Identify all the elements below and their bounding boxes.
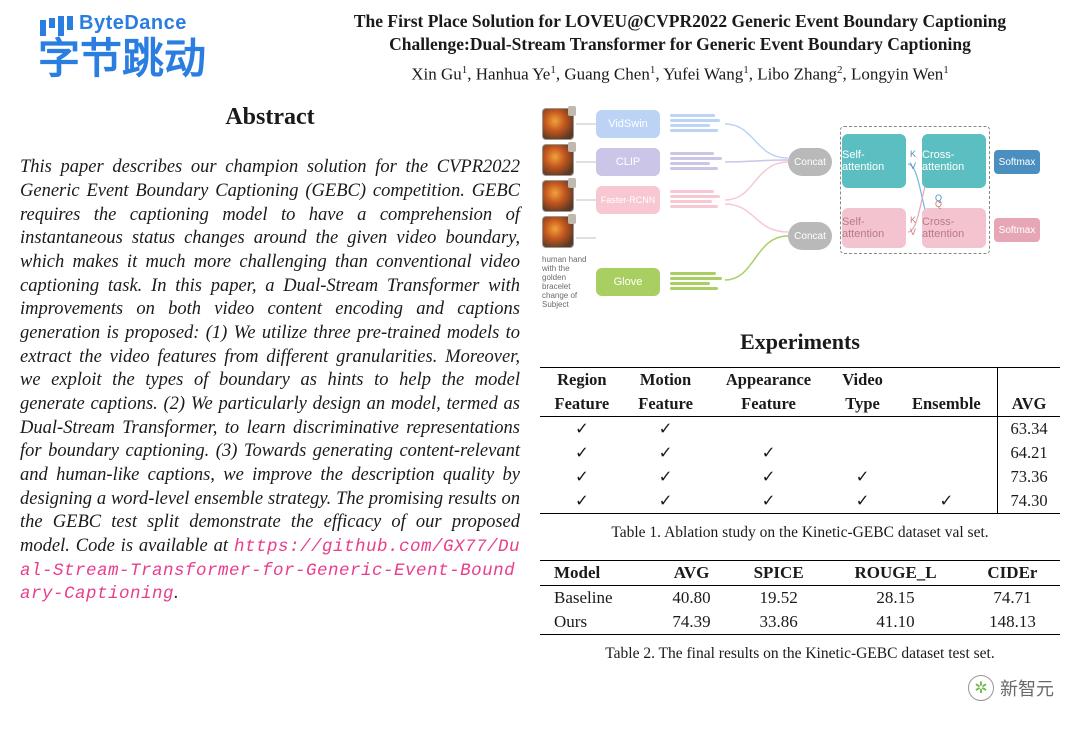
table1-caption: Table 1. Ablation study on the Kinetic-G… — [540, 524, 1060, 542]
kv-label-k2: K — [910, 216, 916, 226]
logo-text-cn: 字节跳动 — [38, 38, 300, 80]
softmax-bottom: Softmax — [994, 218, 1040, 242]
kv-label-k1: K — [910, 150, 916, 160]
video-frame-icon — [542, 144, 574, 176]
input-frames — [542, 108, 584, 252]
experiments-heading: Experiments — [540, 329, 1060, 355]
results-table: ModelAVGSPICEROUGE_LCIDEr Baseline40.801… — [540, 560, 1060, 635]
logo-bars-icon — [40, 10, 73, 36]
right-column: VidSwin CLIP Faster-RCNN Glove human han… — [540, 104, 1060, 681]
logo-text-en: ByteDance — [79, 12, 187, 35]
cross-attention-bottom: Cross-attention — [922, 208, 986, 248]
video-frame-icon — [542, 180, 574, 212]
kv-label-q2: Q — [935, 200, 942, 210]
block-rcnn: Faster-RCNN — [596, 186, 660, 214]
paper-title: The First Place Solution for LOVEU@CVPR2… — [300, 10, 1060, 56]
left-column: Abstract This paper describes our champi… — [20, 104, 520, 681]
block-vidswin: VidSwin — [596, 110, 660, 138]
features-vidswin — [670, 112, 725, 134]
kv-label-v2: V — [910, 228, 916, 238]
title-block: The First Place Solution for LOVEU@CVPR2… — [300, 10, 1060, 84]
authors-line: Xin Gu1, Hanhua Ye1, Guang Chen1, Yufei … — [300, 64, 1060, 85]
video-frame-icon — [542, 108, 574, 140]
block-clip: CLIP — [596, 148, 660, 176]
watermark-icon: ✲ — [968, 675, 994, 701]
features-rcnn — [670, 188, 725, 210]
block-glove: Glove — [596, 268, 660, 296]
self-attention-top: Self-attention — [842, 134, 906, 188]
abstract-heading: Abstract — [20, 104, 520, 131]
concat-bottom: Concat — [788, 222, 832, 250]
abstract-body: This paper describes our champion soluti… — [20, 156, 520, 606]
text-input-label-1: human hand with the golden bracelet — [542, 256, 590, 291]
cross-attention-top: Cross-attention — [922, 134, 986, 188]
table2-caption: Table 2. The final results on the Kineti… — [540, 645, 1060, 663]
watermark: ✲ 新智元 — [964, 673, 1058, 703]
ablation-table: RegionMotionAppearanceVideo FeatureFeatu… — [540, 367, 1060, 514]
features-glove — [670, 270, 725, 292]
watermark-text: 新智元 — [1000, 675, 1054, 701]
header: ByteDance 字节跳动 The First Place Solution … — [0, 0, 1080, 89]
kv-label-v1: V — [910, 162, 916, 172]
bytedance-logo: ByteDance 字节跳动 — [20, 10, 300, 80]
video-frame-icon — [542, 216, 574, 248]
self-attention-bottom: Self-attention — [842, 208, 906, 248]
architecture-diagram: VidSwin CLIP Faster-RCNN Glove human han… — [540, 104, 1040, 319]
concat-top: Concat — [788, 148, 832, 176]
softmax-top: Softmax — [994, 150, 1040, 174]
features-clip — [670, 150, 725, 172]
text-input-label-2: change of Subject — [542, 292, 590, 310]
